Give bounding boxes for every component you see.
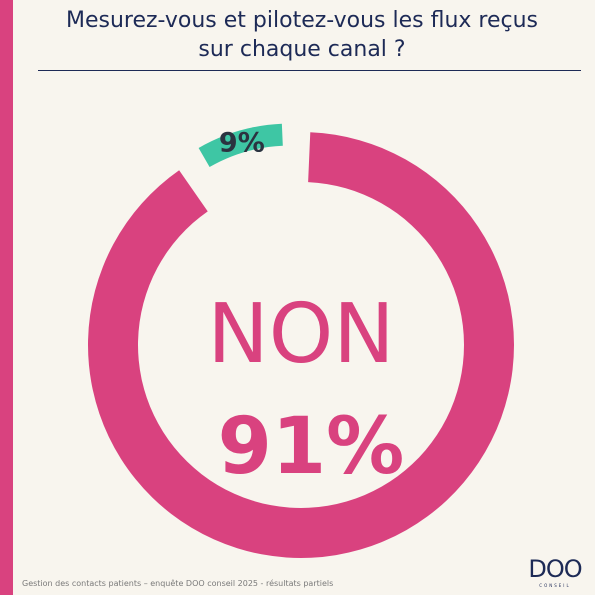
logo-word: DOO [528,555,582,583]
left-accent-bar [0,0,13,595]
slice-9-percent [198,123,283,168]
title-line-2: sur chaque canal ? [198,37,406,62]
footer-caption: Gestion des contacts patients – enquête … [22,579,334,588]
logo-sub: CONSEIL [539,583,571,588]
center-value-percent: 91% [218,402,405,492]
title-line-1: Mesurez-vous et pilotez-vous les flux re… [65,8,539,33]
center-label-non: NON [207,287,394,382]
title-divider [38,70,581,71]
slice-9-percent-label: 9% [219,127,265,158]
page-title: Mesurez-vous et pilotez-vous les flux re… [22,6,582,64]
doo-conseil-logo: DOO CONSEIL [522,556,588,592]
